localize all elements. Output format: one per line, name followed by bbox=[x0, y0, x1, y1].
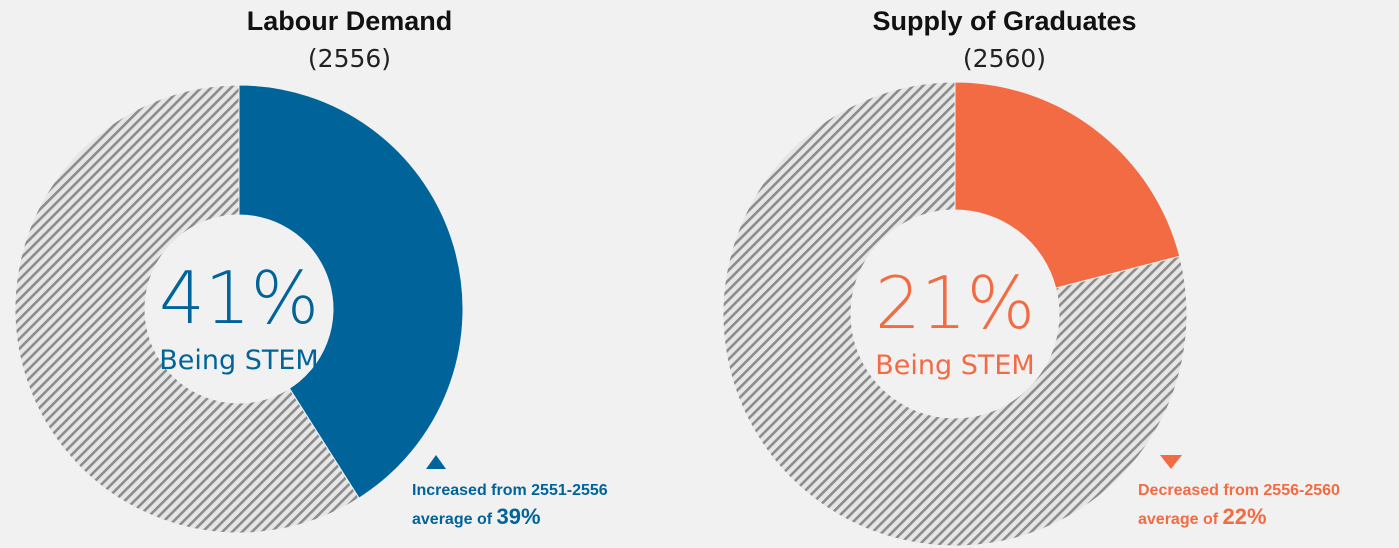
labour-demand-panel: Labour Demand (2556) 41% Being STEM Incre… bbox=[0, 0, 699, 548]
triangle-down-icon bbox=[1160, 455, 1182, 469]
chart-subtitle-year: (2560) bbox=[962, 44, 1047, 73]
trend-note: Decreased from 2556-2560 average of 22% bbox=[1138, 478, 1340, 533]
chart-title: Labour Demand bbox=[246, 6, 453, 36]
donut-chart-labour-demand: 41% Being STEM bbox=[14, 84, 464, 534]
trend-note-line1: Decreased from 2556-2560 bbox=[1138, 482, 1340, 499]
center-caption-label: Being STEM bbox=[875, 350, 1034, 381]
donut-slice-stem bbox=[954, 81, 1181, 289]
trend-note-average-value: 22% bbox=[1222, 504, 1267, 529]
donut-slice-other bbox=[14, 84, 360, 534]
trend-note-line2: average of 39% bbox=[412, 504, 608, 533]
chart-title: Supply of Graduates bbox=[872, 6, 1137, 36]
trend-note-average-value: 39% bbox=[496, 504, 541, 529]
donut-chart-supply-of-graduates: 21% Being STEM bbox=[722, 81, 1188, 547]
trend-note-prefix: average of bbox=[1138, 511, 1223, 528]
trend-note: Increased from 2551-2556 average of 39% bbox=[412, 478, 608, 533]
supply-of-graduates-panel: Supply of Graduates (2560) 21% Being STEM… bbox=[700, 0, 1399, 548]
trend-note-prefix: average of bbox=[412, 511, 497, 528]
center-percent-label: 41% bbox=[159, 256, 319, 340]
trend-note-line2: average of 22% bbox=[1138, 504, 1340, 533]
center-percent-label: 21% bbox=[875, 261, 1035, 345]
donut-slice-other bbox=[722, 81, 1188, 547]
trend-note-line1: Increased from 2551-2556 bbox=[412, 482, 608, 499]
donut-slice-stem bbox=[238, 84, 464, 499]
center-caption-label: Being STEM bbox=[159, 345, 318, 376]
triangle-up-icon bbox=[426, 455, 446, 469]
chart-subtitle-year: (2556) bbox=[307, 44, 392, 73]
